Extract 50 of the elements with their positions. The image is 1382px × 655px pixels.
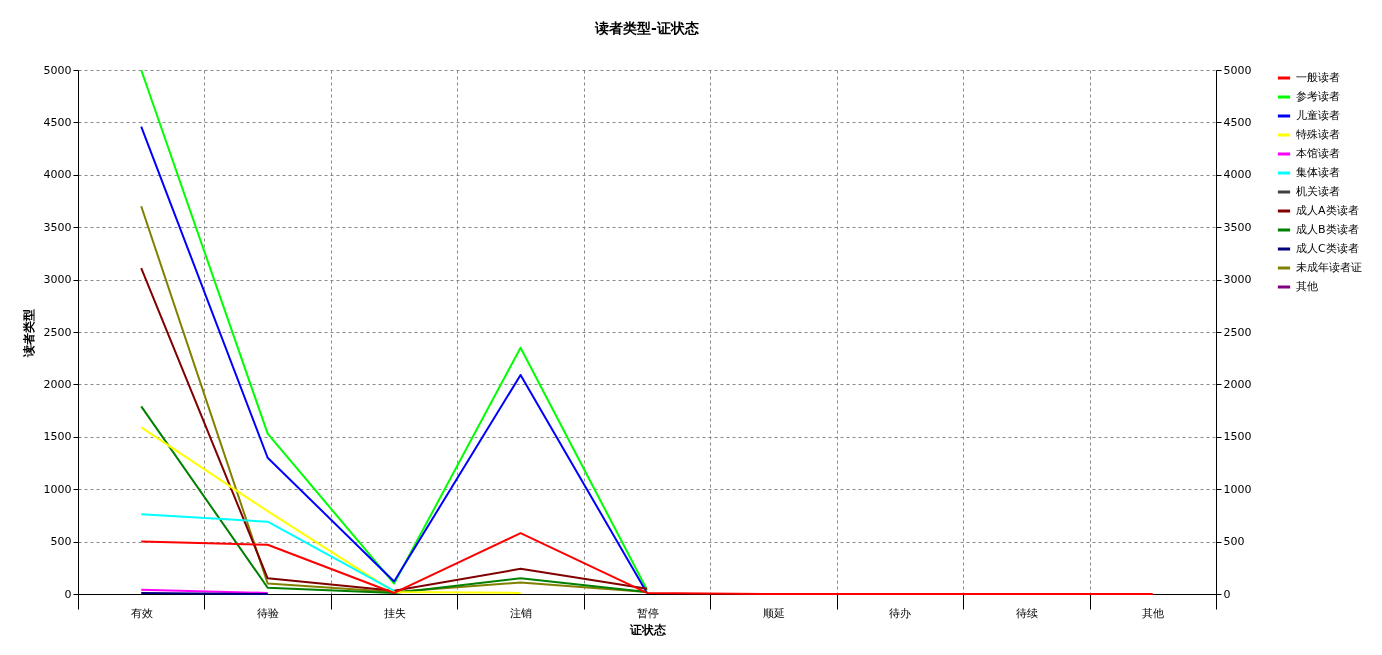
y-tick-label: 4000 [43,168,72,182]
y-tick-label: 2500 [43,325,72,339]
y-tick-label: 4500 [43,115,72,129]
x-tick-label: 暂停 [636,606,659,620]
x-tick-label: 顺延 [762,606,785,620]
y2-tick-label: 3000 [1223,273,1252,287]
y-tick-label: 500 [50,535,72,549]
legend-label: 成人B类读者 [1296,223,1359,236]
x-tick-label: 挂失 [383,606,406,620]
line-series [140,532,1154,595]
y2-tick-label: 2000 [1223,377,1252,391]
y2-tick-label: 2500 [1223,325,1252,339]
legend-label: 参考读者 [1296,90,1340,103]
x-tick-label: 注销 [510,606,533,620]
legend-label: 集体读者 [1296,166,1340,179]
x-tick-label: 待续 [1015,606,1038,620]
legend-label: 一般读者 [1296,71,1340,84]
y-tick-label: 1000 [43,482,72,496]
legend-label: 未成年读者证 [1296,261,1362,274]
y-tick-label: 1500 [43,430,72,444]
legend-label: 成人A类读者 [1296,204,1359,217]
y2-tick-label: 1000 [1223,482,1252,496]
y2-tick-label: 0 [1223,587,1231,601]
x-tick-label: 其他 [1142,606,1165,620]
y-axis-title: 读者类型 [21,308,36,358]
line-series [140,426,522,594]
y-tick-label: 2000 [43,377,72,391]
x-tick-label: 有效 [130,606,153,620]
legend-label: 机关读者 [1296,185,1340,198]
y-tick-label: 5000 [43,63,72,77]
legend-label: 特殊读者 [1296,128,1340,141]
legend-label: 本馆读者 [1296,147,1340,160]
legend-label: 儿童读者 [1296,109,1340,122]
legend-label: 其他 [1296,280,1318,293]
y2-tick-label: 4000 [1223,168,1252,182]
y2-tick-label: 4500 [1223,115,1252,129]
x-tick-label: 待办 [889,606,912,620]
x-axis-title: 证状态 [628,622,667,637]
line-series [140,267,648,592]
line-series [140,405,648,594]
x-tick-label: 待验 [257,606,280,620]
y-tick-label: 3000 [43,273,72,287]
y-tick-label: 0 [64,587,72,601]
y-tick-label: 3500 [43,220,72,234]
y2-tick-label: 5000 [1223,63,1252,77]
legend-label: 成人C类读者 [1296,242,1359,255]
y2-tick-label: 3500 [1223,220,1252,234]
chart-title: 读者类型-证状态 [594,20,699,36]
y2-tick-label: 1500 [1223,430,1252,444]
y2-tick-label: 500 [1223,535,1245,549]
